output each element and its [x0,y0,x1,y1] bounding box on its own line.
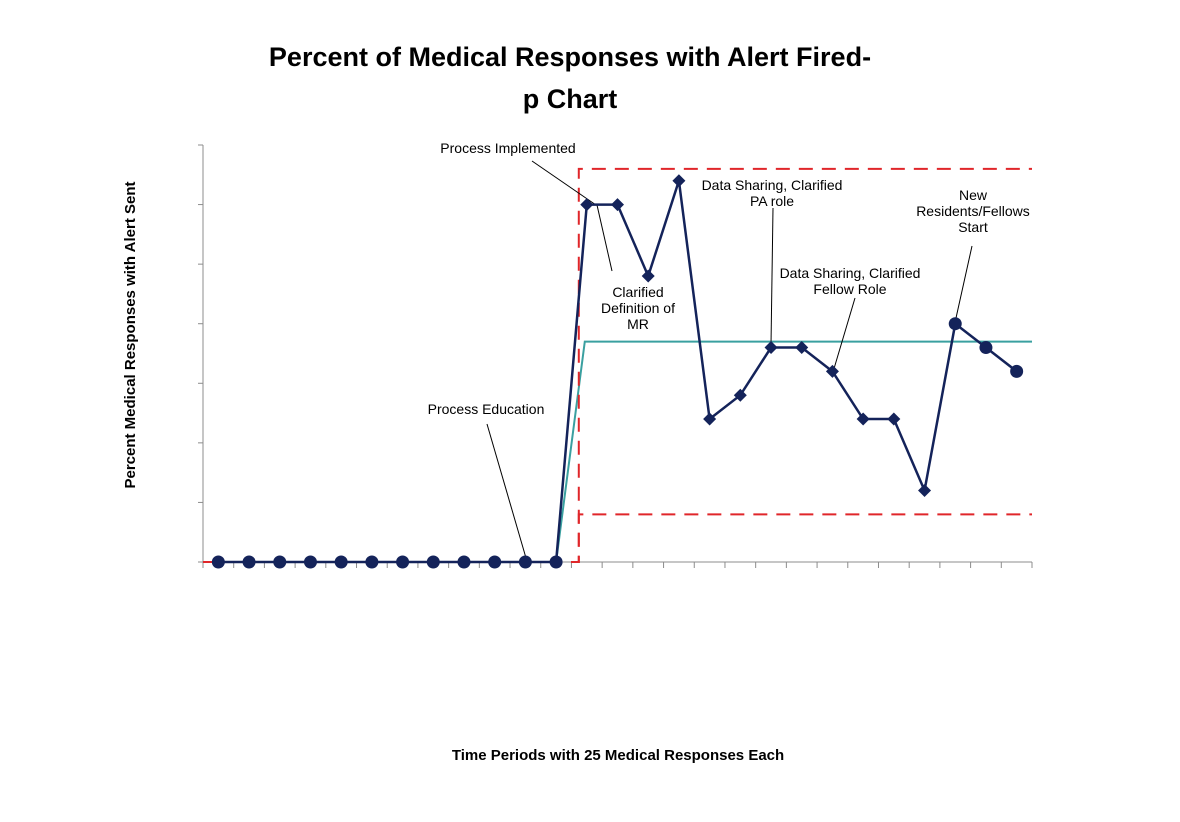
annotation-line: Process Education [428,401,545,417]
annotation-leader [955,245,973,319]
data-point [703,412,717,426]
data-point [611,198,624,212]
data-point [365,555,379,569]
series-line [218,180,1018,564]
data-point [518,555,532,569]
axis-titles: Percent Medical Responses with Alert Sen… [122,181,784,764]
annotations: Process Implemented Process Education Clar… [428,140,1030,417]
annotation: Data Sharing, Clarified Fellow Role [780,265,921,297]
data-point [457,555,471,569]
data-point [334,555,348,569]
annotation-line: Process Implemented [440,140,575,156]
data-point [918,484,932,498]
annotation-line: Fellow Role [813,281,886,297]
data-point [672,174,686,188]
data-point [1010,364,1024,378]
annotation: Clarified Definition of MR [601,284,675,332]
data-point [211,555,225,569]
data-point [795,341,809,355]
y-axis-title: Percent Medical Responses with Alert Sen… [122,181,139,488]
annotation-leader [596,204,613,272]
data-point [764,341,778,355]
upper-control-limit [203,167,1032,563]
x-axis-title: Time Periods with 25 Medical Responses E… [452,747,784,764]
data-point [887,412,901,426]
annotation-line: PA role [750,193,794,209]
data-point [948,317,962,331]
lower-control-limit [203,513,1032,563]
control-limits [203,167,1032,563]
chart-title-line-1: Percent of Medical Responses with Alert … [268,42,872,72]
data-series [211,174,1024,569]
annotation-line: Definition of [601,300,675,316]
data-point [979,341,993,355]
data-point [273,555,287,569]
data-point [242,555,256,569]
annotation-leader [770,207,774,346]
annotation-line: Data Sharing, Clarified [702,177,843,193]
chart-title-line-2: p Chart [522,84,618,114]
data-point [549,555,563,569]
data-point [641,269,655,283]
data-point [856,412,870,426]
chart-title: Percent of Medical Responses with Alert … [200,36,940,120]
annotation-line: Data Sharing, Clarified [780,265,921,281]
annotation-line: Clarified [612,284,663,300]
annotation-leaders [486,160,973,559]
annotation-line: Residents/Fellows [916,203,1030,219]
annotation: Process Education [428,401,545,417]
annotation-line: New [959,187,988,203]
annotation: New Residents/Fellows Start [916,187,1030,235]
data-point [488,555,502,569]
data-point [733,388,747,402]
data-point [303,555,317,569]
data-point [825,364,839,378]
annotation-leader [531,160,597,206]
data-point [580,198,594,212]
annotation-line: Start [958,219,988,235]
annotation: Data Sharing, Clarified PA role [702,177,843,209]
annotation-leader [832,297,856,373]
data-point [396,555,410,569]
annotation: Process Implemented [440,140,575,156]
data-point [426,555,440,569]
annotation-line: MR [627,316,649,332]
annotation-leader [486,423,527,559]
